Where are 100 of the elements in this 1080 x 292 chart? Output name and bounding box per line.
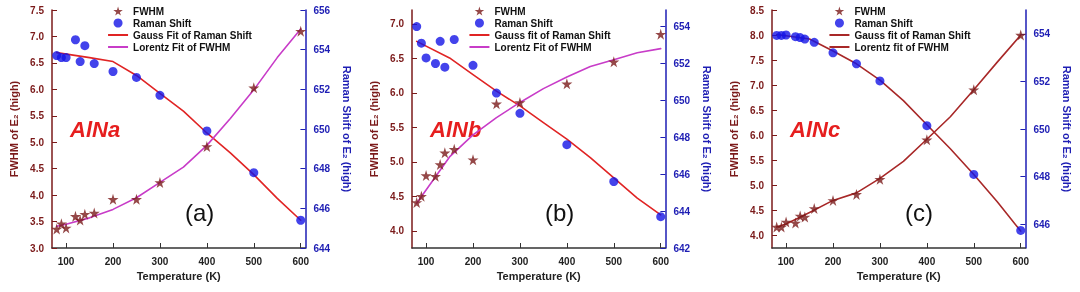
annotation: AlNc	[789, 116, 841, 142]
y-tick-label: 3.5	[30, 216, 45, 228]
point	[514, 96, 526, 108]
y-tick-label: 5.5	[30, 110, 45, 122]
x-tick-label: 500	[965, 255, 983, 267]
point	[800, 34, 810, 44]
point	[131, 72, 141, 82]
point	[421, 53, 431, 63]
point	[411, 196, 423, 208]
point	[249, 168, 259, 178]
y-tick-label: 6.5	[30, 57, 45, 69]
y2-tick-label: 650	[673, 94, 691, 106]
legend-label: FWHM	[494, 5, 526, 17]
x-tick-label: 300	[151, 255, 169, 267]
point	[440, 62, 450, 72]
annotation: (c)	[905, 198, 933, 226]
y-tick-label: 5.0	[30, 136, 45, 148]
y-tick-label: 5.0	[750, 179, 765, 191]
point	[468, 60, 478, 70]
point	[74, 214, 86, 226]
y-tick-label: 6.0	[390, 87, 405, 99]
y2-tick-label: 648	[1033, 171, 1051, 183]
y-tick-label: 4.0	[30, 189, 45, 201]
y-tick-label: 7.0	[750, 79, 765, 91]
legend-label: Gauss fit of Raman Shift	[494, 29, 612, 41]
y2-axis-title: Raman Shift of E₂ (high)	[340, 65, 353, 193]
y2-tick-label: 648	[313, 163, 331, 175]
point	[789, 217, 801, 229]
point	[55, 218, 67, 230]
point	[154, 176, 166, 188]
y-axis-title: FWHM of E₂ (high)	[367, 80, 380, 178]
x-tick-label: 200	[824, 255, 842, 267]
y-tick-label: 5.5	[750, 154, 765, 166]
y2-tick-label: 644	[313, 242, 331, 254]
x-tick-label: 400	[918, 255, 936, 267]
y-tick-label: 4.5	[750, 204, 765, 216]
y-tick-label: 3.0	[30, 242, 45, 254]
x-axis-title: Temperature (K)	[496, 270, 582, 283]
point	[107, 193, 119, 205]
x-tick-label: 600	[1012, 255, 1030, 267]
y-tick-label: 6.0	[30, 83, 45, 95]
y2-tick-label: 654	[1033, 28, 1051, 40]
point	[429, 170, 441, 182]
y-tick-label: 4.0	[390, 225, 405, 237]
x-tick-label: 300	[511, 255, 529, 267]
y-tick-label: 5.5	[390, 121, 405, 133]
annotation: AlNa	[69, 116, 121, 142]
point	[808, 202, 820, 214]
point	[75, 57, 85, 67]
point	[416, 38, 426, 48]
x-tick-label: 100	[57, 255, 75, 267]
y2-tick-label: 642	[673, 242, 691, 254]
x-tick-label: 200	[104, 255, 122, 267]
point	[89, 59, 99, 69]
x-tick-label: 300	[871, 255, 889, 267]
y2-axis-title: Raman Shift of E₂ (high)	[700, 65, 713, 193]
point	[656, 212, 666, 222]
legend-label: Lorentz Fit of FWHM	[494, 41, 592, 53]
legend-label: Lorentz fit of FWHM	[854, 41, 949, 53]
x-tick-label: 100	[777, 255, 795, 267]
point	[412, 22, 422, 32]
point	[415, 190, 427, 202]
point	[490, 98, 502, 110]
point	[851, 59, 861, 69]
y-axis-title: FWHM of E₂ (high)	[7, 80, 20, 178]
y-tick-label: 7.5	[750, 54, 765, 66]
x-tick-label: 500	[245, 255, 263, 267]
annotation: AlNb	[429, 116, 482, 142]
annotation: (b)	[545, 198, 575, 226]
y-tick-label: 4.5	[390, 190, 405, 202]
legend-label: FWHM	[854, 5, 886, 17]
y2-tick-label: 652	[673, 58, 691, 69]
point	[828, 48, 838, 58]
point	[80, 41, 90, 51]
y-axis-title: FWHM of E₂ (high)	[727, 80, 740, 178]
x-tick-label: 100	[417, 255, 435, 267]
point	[248, 82, 260, 94]
y2-tick-label: 654	[673, 21, 691, 33]
point	[561, 78, 573, 90]
y-tick-label: 4.0	[750, 229, 765, 241]
point	[515, 108, 525, 118]
legend-label: FWHM	[133, 5, 165, 17]
point	[1016, 225, 1026, 235]
point	[435, 36, 445, 46]
y2-tick-label: 648	[673, 131, 691, 143]
y-tick-label: 6.5	[750, 104, 765, 116]
point	[88, 207, 100, 219]
point	[1015, 29, 1027, 41]
point	[491, 88, 501, 98]
y-tick-label: 7.0	[390, 18, 405, 30]
legend-label: Gauss Fit of Raman Shift	[133, 29, 253, 41]
point	[922, 121, 932, 131]
point	[781, 30, 791, 40]
point	[968, 84, 980, 96]
y2-tick-label: 650	[1033, 123, 1051, 135]
point	[296, 215, 306, 225]
y-tick-label: 6.0	[750, 129, 765, 141]
point	[827, 194, 839, 206]
x-tick-label: 500	[605, 255, 623, 267]
point	[202, 126, 212, 136]
